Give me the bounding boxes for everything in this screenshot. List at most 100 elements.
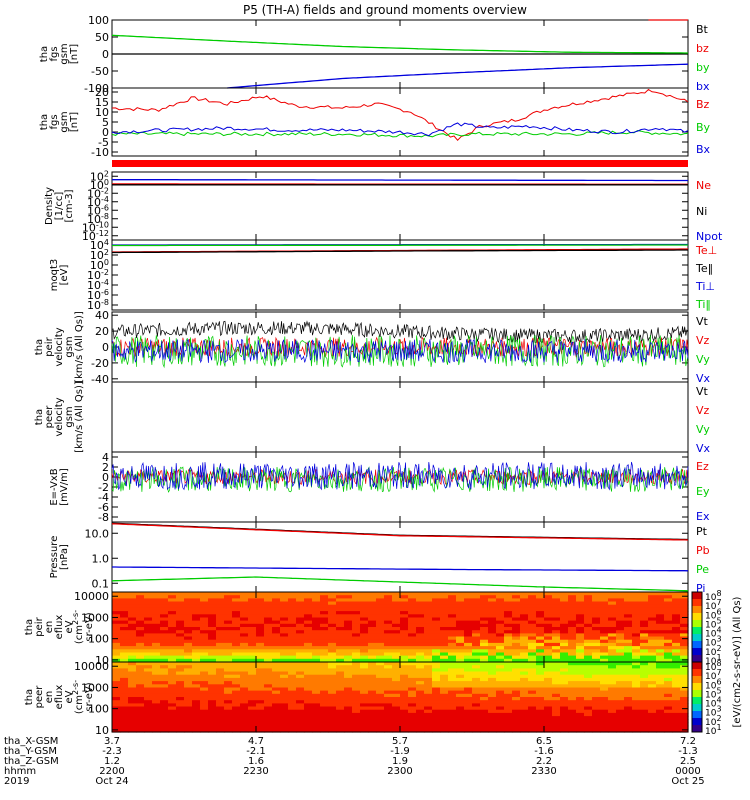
spectrogram-cell [544, 728, 553, 733]
spectrogram-cell [352, 665, 361, 669]
spectrogram-cell [280, 649, 289, 654]
spectrogram-cell [264, 665, 273, 669]
spectrogram-cell [248, 662, 257, 666]
spectrogram-cell [504, 677, 513, 682]
footer-value: 7.2 [680, 736, 696, 747]
spectrogram-cell [408, 649, 417, 654]
spectrogram-cell [640, 687, 649, 692]
spectrogram-cell [600, 706, 609, 711]
spectrogram-cell [504, 658, 513, 663]
spectrogram-cell [576, 716, 585, 720]
spectrogram-cell [328, 627, 337, 631]
y-tick-label: 10.0 [85, 527, 110, 540]
spectrogram-cell [288, 716, 297, 720]
spectrogram-cell [600, 668, 609, 673]
spectrogram-cell [632, 728, 641, 733]
spectrogram-cell [344, 658, 353, 663]
spectrogram-cell [552, 617, 561, 622]
spectrogram-cell [352, 690, 361, 695]
spectrogram-cell [480, 642, 489, 647]
spectrogram-cell [216, 604, 225, 609]
spectrogram-cell [368, 611, 377, 615]
spectrogram-cell [416, 719, 425, 724]
spectrogram-cell [272, 674, 281, 679]
spectrogram-cell [120, 719, 129, 724]
spectrogram-cell [656, 623, 665, 628]
spectrogram-cell [456, 693, 465, 698]
spectrogram-cell [528, 681, 537, 685]
spectrogram-cell [304, 677, 313, 682]
spectrogram-cell [592, 595, 601, 599]
series-noise-Vx [111, 338, 689, 364]
y-tick-label: -40 [91, 373, 109, 386]
spectrogram-cell [520, 668, 529, 673]
spectrogram-cell [368, 668, 377, 673]
spectrogram-cell [280, 681, 289, 685]
spectrogram-cell [176, 700, 185, 704]
spectrogram-cell [288, 712, 297, 717]
spectrogram-cell [448, 728, 457, 733]
spectrogram-cell [328, 712, 337, 717]
spectrogram-cell [648, 614, 657, 619]
spectrogram-cell [320, 684, 329, 689]
spectrogram-cell [152, 601, 161, 606]
footer-value: 2230 [243, 766, 268, 777]
spectrogram-cell [272, 725, 281, 730]
spectrogram-cell [224, 595, 233, 599]
spectrogram-cell [432, 722, 441, 727]
spectrogram-cell [616, 633, 625, 638]
spectrogram-cell [368, 633, 377, 638]
spectrogram-cell [416, 633, 425, 638]
spectrogram-cell [352, 677, 361, 682]
spectrogram-cell [256, 595, 265, 599]
spectrogram-cell [240, 639, 249, 644]
spectrogram-cell [560, 671, 569, 676]
spectrogram-cell [464, 633, 473, 638]
ylabel-line: eflux [54, 685, 65, 710]
spectrogram-cell [592, 636, 601, 641]
spectrogram-cell [384, 671, 393, 676]
spectrogram-cell [208, 712, 217, 717]
spectrogram-cell [176, 728, 185, 733]
spectrogram-cell [144, 671, 153, 676]
spectrogram-cell [112, 681, 121, 685]
spectrogram-cell [400, 636, 409, 641]
spectrogram-cell [392, 642, 401, 647]
spectrogram-cell [200, 687, 209, 692]
spectrogram-cell [440, 712, 449, 717]
spectrogram-cell [232, 595, 241, 599]
spectrogram-cell [296, 684, 305, 689]
spectrogram-cell [144, 662, 153, 666]
spectrogram-cell [344, 722, 353, 727]
spectrogram-cell [560, 668, 569, 673]
spectrogram-cell [256, 633, 265, 638]
spectrogram-cell [592, 712, 601, 717]
spectrogram-cell [184, 614, 193, 619]
spectrogram-cell [376, 697, 385, 701]
spectrogram-cell [312, 706, 321, 711]
spectrogram-cell [232, 709, 241, 714]
spectrogram-cell [184, 655, 193, 660]
spectrogram-cell [288, 697, 297, 701]
spectrogram-cell [512, 646, 521, 650]
y-tick-label: 10 [95, 106, 109, 119]
spectrogram-cell [592, 725, 601, 730]
spectrogram-cell [552, 655, 561, 660]
spectrogram-cell [224, 633, 233, 638]
spectrogram-cell [304, 614, 313, 619]
spectrogram-cell [312, 642, 321, 647]
y-tick-label: -6 [98, 501, 109, 514]
spectrogram-cell [616, 681, 625, 685]
spectrogram-cell [568, 668, 577, 673]
spectrogram-cell [360, 662, 369, 666]
spectrogram-cell [672, 617, 681, 622]
spectrogram-cell [640, 709, 649, 714]
spectrogram-cell [128, 690, 137, 695]
spectrogram-cell [248, 617, 257, 622]
spectrogram-cell [576, 652, 585, 657]
spectrogram-cell [448, 671, 457, 676]
spectrogram-cell [448, 716, 457, 720]
spectrogram-cell [352, 706, 361, 711]
spectrogram-cell [440, 693, 449, 698]
